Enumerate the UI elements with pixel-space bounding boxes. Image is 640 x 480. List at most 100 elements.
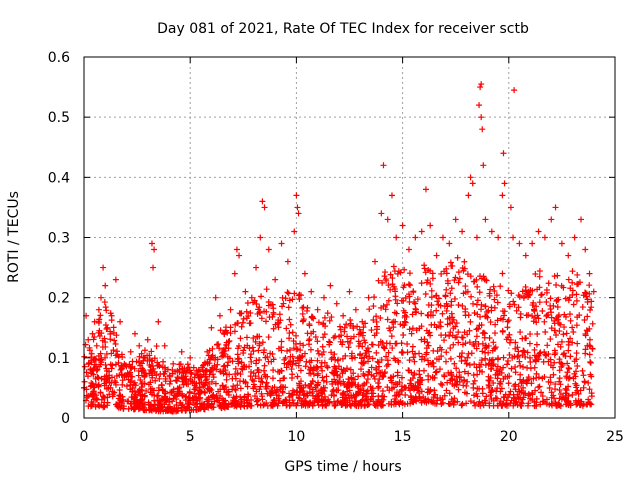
data-point (503, 402, 510, 409)
data-point (161, 342, 168, 349)
data-point (589, 320, 596, 327)
data-point (270, 325, 277, 332)
data-point (558, 240, 565, 247)
data-point (369, 355, 376, 362)
data-point (267, 350, 274, 357)
data-point (224, 362, 231, 369)
data-point (533, 341, 540, 348)
data-point (548, 325, 555, 332)
data-point (543, 313, 550, 320)
data-point (362, 339, 369, 346)
data-point (288, 366, 295, 373)
data-point (473, 301, 480, 308)
data-point (458, 402, 465, 409)
data-point (161, 370, 168, 377)
data-point (480, 402, 487, 409)
data-point (390, 324, 397, 331)
data-point (262, 318, 269, 325)
data-point (504, 373, 511, 380)
data-point (375, 342, 382, 349)
data-point (311, 397, 318, 404)
data-point (366, 306, 373, 313)
data-point (456, 374, 463, 381)
data-point (532, 270, 539, 277)
data-point (500, 364, 507, 371)
x-tick-label: 0 (80, 429, 89, 445)
data-point (263, 308, 270, 315)
data-point (341, 324, 348, 331)
data-point (438, 353, 445, 360)
data-point (253, 388, 260, 395)
data-point (100, 264, 107, 271)
data-point (483, 309, 490, 316)
data-point (349, 400, 356, 407)
data-point (176, 388, 183, 395)
data-point (265, 246, 272, 253)
data-point (441, 337, 448, 344)
data-point (297, 367, 304, 374)
data-point (287, 353, 294, 360)
data-point (444, 277, 451, 284)
data-point (151, 397, 158, 404)
y-axis-label: ROTI / TECUs (6, 191, 22, 283)
data-point (193, 397, 200, 404)
data-point (97, 312, 104, 319)
data-point (125, 376, 132, 383)
data-point (442, 293, 449, 300)
data-point (319, 374, 326, 381)
data-point (395, 391, 402, 398)
data-point (390, 263, 397, 270)
data-point (359, 318, 366, 325)
data-point (483, 393, 490, 400)
data-point (459, 228, 466, 235)
data-point (286, 390, 293, 397)
data-point (269, 313, 276, 320)
data-point (453, 373, 460, 380)
data-point (342, 402, 349, 409)
data-point (506, 303, 513, 310)
data-point (572, 389, 579, 396)
data-point (116, 372, 123, 379)
data-point (424, 339, 431, 346)
data-point (345, 382, 352, 389)
data-point (443, 270, 450, 277)
data-point (582, 330, 589, 337)
data-point (442, 331, 449, 338)
data-point (246, 320, 253, 327)
data-point (428, 398, 435, 405)
data-point (290, 337, 297, 344)
data-point (202, 389, 209, 396)
data-point (525, 374, 532, 381)
data-point (281, 375, 288, 382)
data-point (273, 386, 280, 393)
data-point (504, 361, 511, 368)
data-point (109, 362, 116, 369)
data-point (527, 365, 534, 372)
data-point (477, 84, 484, 91)
data-point (490, 361, 497, 368)
data-point (371, 258, 378, 265)
data-point (128, 365, 135, 372)
data-point (210, 374, 217, 381)
data-point (501, 312, 508, 319)
data-point (132, 391, 139, 398)
data-point (392, 296, 399, 303)
data-point (285, 304, 292, 311)
data-point (296, 395, 303, 402)
data-point (405, 281, 412, 288)
data-point (464, 354, 471, 361)
data-point (329, 388, 336, 395)
data-point (464, 288, 471, 295)
data-point (451, 395, 458, 402)
data-point (337, 326, 344, 333)
data-point (578, 216, 585, 223)
data-point (438, 270, 445, 277)
data-point (215, 388, 222, 395)
data-point (105, 368, 112, 375)
data-point (582, 350, 589, 357)
data-point (379, 369, 386, 376)
data-point (414, 387, 421, 394)
data-point (537, 401, 544, 408)
data-point (321, 314, 328, 321)
data-point (425, 386, 432, 393)
